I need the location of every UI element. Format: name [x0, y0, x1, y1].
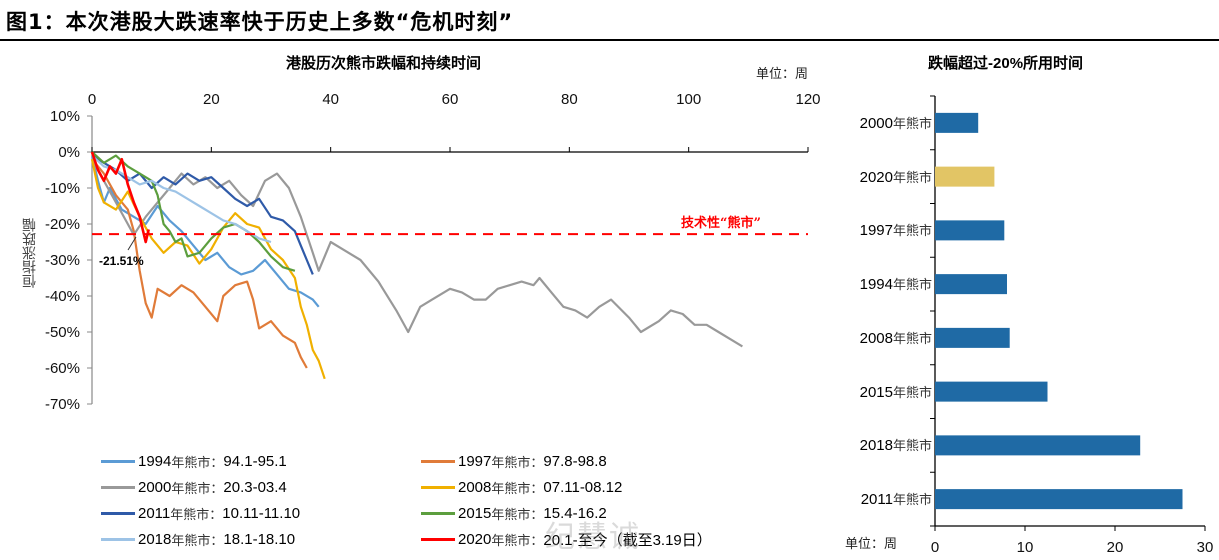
- svg-text:80: 80: [561, 91, 578, 108]
- legend-item: 2015 年熊市： 15.4-16.2: [421, 502, 607, 524]
- bar-title-num: -20%: [988, 55, 1024, 72]
- bar-title-post: 所用时间: [1023, 54, 1084, 72]
- bar-2000年熊市: [935, 112, 979, 133]
- bar-chart-title: 跌幅超过-20%所用时间: [928, 52, 1083, 73]
- bar-2020年熊市: [935, 166, 995, 187]
- figure-title: 图1：本次港股大跌速率快于历史上多数“危机时刻”: [6, 6, 513, 36]
- bar-category-label: 2015年熊市: [859, 383, 932, 401]
- svg-text:60: 60: [442, 91, 459, 108]
- figure-title-text: 本次港股大跌速率快于历史上多数“危机时刻”: [65, 10, 514, 34]
- svg-text:-40%: -40%: [45, 288, 80, 305]
- legend-suffix: 年熊市：: [171, 455, 224, 471]
- legend-period: 07.11-08.12: [543, 478, 623, 496]
- line-chart-unit: 单位：周: [756, 67, 809, 82]
- legend-period: 10.11-11.10: [222, 504, 301, 522]
- bar-title-pre: 跌幅超过: [928, 54, 989, 72]
- legend-period: 20.3-03.4: [223, 478, 287, 496]
- legend-period: 18.1-18.10: [223, 530, 296, 548]
- legend-item: 2000 年熊市： 20.3-03.4: [101, 476, 287, 498]
- legend-year: 2018: [138, 530, 172, 548]
- title-divider: [0, 39, 1219, 41]
- series-line-2020年熊市: [90, 151, 150, 244]
- svg-text:40: 40: [322, 91, 339, 108]
- legend-swatch: [421, 485, 455, 489]
- legend-year: 2011: [138, 504, 171, 522]
- bar-category-label: 2008年熊市: [859, 329, 932, 347]
- legend-swatch: [421, 537, 455, 541]
- legend-year: 2020: [458, 530, 492, 548]
- legend-item: 2008 年熊市： 07.11-08.12: [421, 476, 622, 498]
- bar-category-label: 2011年熊市: [860, 491, 932, 509]
- svg-text:10: 10: [1017, 539, 1034, 556]
- bar-category-label: 2020年熊市: [859, 168, 932, 186]
- legend-suffix: 年熊市：: [171, 533, 224, 549]
- bar-category-label: 2018年熊市: [859, 437, 932, 455]
- svg-text:100: 100: [676, 91, 701, 108]
- legend-item: 2018 年熊市： 18.1-18.10: [101, 528, 295, 550]
- legend-suffix: 年熊市：: [491, 533, 544, 549]
- svg-text:-20%: -20%: [45, 216, 80, 233]
- legend-year: 2008: [458, 478, 492, 496]
- legend-swatch: [421, 459, 455, 463]
- series-line-2015年熊市: [91, 151, 296, 272]
- svg-text:-50%: -50%: [45, 324, 80, 341]
- bear-market-reference-label: 技术性“熊市”: [681, 216, 761, 231]
- bar-2008年熊市: [935, 327, 1010, 348]
- legend-suffix: 年熊市：: [491, 455, 544, 471]
- bar-2018年熊市: [935, 435, 1141, 456]
- legend-swatch: [101, 459, 135, 463]
- legend-year: 2015: [458, 504, 492, 522]
- svg-text:0%: 0%: [58, 144, 80, 161]
- legend-period: 20.1-至今（截至3.19日）: [543, 531, 712, 549]
- svg-text:-60%: -60%: [45, 360, 80, 377]
- legend-item: 2011 年熊市： 10.11-11.10: [101, 502, 300, 524]
- svg-text:-10%: -10%: [45, 180, 80, 197]
- watermark: 纪慧诚: [545, 520, 641, 555]
- svg-text:20: 20: [1107, 539, 1124, 556]
- series-line-2008年熊市: [90, 158, 326, 380]
- svg-text:10%: 10%: [50, 108, 80, 125]
- legend-year: 1997: [458, 452, 492, 470]
- legend-year: 2000: [138, 478, 172, 496]
- svg-text:120: 120: [795, 91, 820, 108]
- bar-2011年熊市: [935, 489, 1183, 510]
- series-line-2018年熊市: [91, 154, 272, 244]
- bar-category-label: 2000年熊市: [859, 114, 932, 132]
- svg-text:0: 0: [931, 539, 939, 556]
- bar-1997年熊市: [935, 220, 1005, 241]
- legend-period: 15.4-16.2: [543, 504, 607, 522]
- bar-2015年熊市: [935, 381, 1048, 402]
- svg-text:30: 30: [1197, 539, 1214, 556]
- legend-item: 1994 年熊市： 94.1-95.1: [101, 450, 287, 472]
- svg-text:20: 20: [203, 91, 220, 108]
- legend-period: 94.1-95.1: [223, 452, 287, 470]
- legend-swatch: [101, 537, 135, 541]
- series-line-1997年熊市: [91, 158, 308, 369]
- legend-swatch: [101, 511, 135, 515]
- legend-suffix: 年熊市：: [170, 507, 223, 523]
- legend-year: 1994: [138, 452, 172, 470]
- bar-1994年熊市: [935, 274, 1007, 295]
- bar-chart-unit: 单位：周: [845, 537, 898, 552]
- bar-category-label: 1994年熊市: [859, 276, 932, 294]
- legend-item: 2020 年熊市： 20.1-至今（截至3.19日）: [421, 528, 712, 550]
- svg-text:0: 0: [88, 91, 96, 108]
- legend-item: 1997 年熊市： 97.8-98.8: [421, 450, 607, 472]
- figure-label: 图1：: [6, 10, 66, 34]
- legend-period: 97.8-98.8: [543, 452, 607, 470]
- svg-text:-70%: -70%: [45, 396, 80, 413]
- legend-suffix: 年熊市：: [491, 481, 544, 497]
- bar-category-label: 1997年熊市: [859, 222, 932, 240]
- annotation-label: -21.51%: [99, 254, 144, 268]
- legend-suffix: 年熊市：: [491, 507, 544, 523]
- legend-swatch: [421, 511, 455, 515]
- series-line-2000年熊市: [91, 158, 743, 348]
- legend-suffix: 年熊市：: [171, 481, 224, 497]
- svg-text:-30%: -30%: [45, 252, 80, 269]
- legend-swatch: [101, 485, 135, 489]
- line-chart-title: 港股历次熊市跌幅和持续时间: [286, 54, 482, 72]
